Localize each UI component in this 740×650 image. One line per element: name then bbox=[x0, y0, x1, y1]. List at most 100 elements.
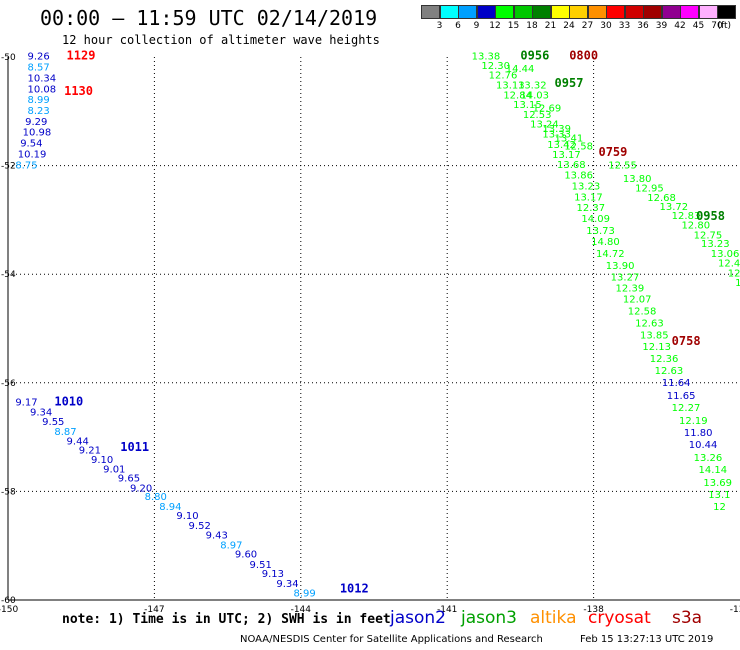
swh-value: 12.80 bbox=[681, 221, 710, 232]
swh-value: 10.08 bbox=[28, 84, 57, 95]
swh-value: 12.69 bbox=[533, 103, 562, 114]
satellite-label: altika bbox=[530, 608, 577, 628]
swh-value: 9.10 bbox=[91, 455, 113, 466]
swh-value: 9.34 bbox=[276, 579, 298, 590]
swh-value: 12.83 bbox=[672, 211, 701, 222]
pass-time-label: 0956 bbox=[520, 49, 549, 63]
swh-value: 9.55 bbox=[42, 417, 64, 428]
swh-value: 12.55 bbox=[608, 160, 637, 171]
swh-value: 12.63 bbox=[655, 366, 684, 377]
legend-label: 33 bbox=[618, 21, 631, 31]
swh-value: 14.14 bbox=[699, 465, 728, 476]
swh-value: 12.53 bbox=[523, 110, 552, 121]
pass-time-label: 0800 bbox=[569, 49, 598, 63]
swh-value: 11.64 bbox=[662, 378, 691, 389]
swh-value: 9.60 bbox=[235, 550, 257, 561]
legend-label: 39 bbox=[655, 21, 668, 31]
satellite-label: cryosat bbox=[588, 608, 651, 628]
legend-label: 45 bbox=[692, 21, 705, 31]
swh-value: 14.72 bbox=[596, 249, 625, 260]
swh-value: 9.52 bbox=[189, 521, 211, 532]
swh-value: 12.07 bbox=[623, 294, 652, 305]
legend-label: 27 bbox=[581, 21, 594, 31]
swh-value: 8.80 bbox=[145, 492, 167, 503]
page-subtitle: 12 hour collection of altimeter wave hei… bbox=[62, 33, 380, 47]
legend-label: 24 bbox=[563, 21, 575, 31]
swh-value: 13.33 bbox=[542, 129, 571, 140]
swh-value: 8.87 bbox=[54, 427, 76, 438]
swh-value: 13.27 bbox=[611, 273, 640, 284]
lon-tick-label: -150 bbox=[0, 605, 18, 615]
swh-value: 12.36 bbox=[650, 354, 679, 365]
legend-unit: (ft) bbox=[717, 21, 732, 31]
swh-value: 13.23 bbox=[572, 181, 601, 192]
legend-label: 42 bbox=[674, 21, 686, 31]
pass-time-label: 0957 bbox=[555, 76, 584, 90]
lat-tick-label: -54 bbox=[1, 270, 16, 280]
swh-value: 13.41 bbox=[555, 134, 584, 145]
swh-value: 10.98 bbox=[23, 128, 52, 139]
satellite-label: jason2 bbox=[390, 608, 446, 628]
pass-time-label: 1129 bbox=[67, 49, 96, 63]
swh-value: 12.75 bbox=[728, 268, 740, 279]
pass-time-label: 0958 bbox=[696, 209, 725, 223]
legend-label: 12 bbox=[489, 21, 501, 31]
footer-note: note: 1) Time is in UTC; 2) SWH is in fe… bbox=[62, 612, 391, 627]
generation-timestamp: Feb 15 13:27:13 UTC 2019 bbox=[580, 634, 714, 645]
swh-value: 9.34 bbox=[30, 407, 52, 418]
swh-value: 13.17 bbox=[574, 192, 603, 203]
swh-value: 13.17 bbox=[552, 150, 581, 161]
pass-time-label: 1011 bbox=[120, 440, 149, 454]
satellite-label: s3a bbox=[672, 608, 703, 628]
swh-value: 14.44 bbox=[506, 64, 535, 75]
lon-tick-label: -141 bbox=[437, 605, 457, 615]
swh-value: 12.76 bbox=[489, 71, 518, 82]
swh-value: 13.69 bbox=[703, 478, 732, 489]
swh-value: 13.42 bbox=[547, 140, 576, 151]
swh-value: 12.30 bbox=[481, 61, 510, 72]
swh-value: 8.99 bbox=[293, 589, 315, 600]
swh-value: 9.13 bbox=[262, 569, 284, 580]
legend-label: 18 bbox=[526, 21, 538, 31]
swh-value: 12.63 bbox=[635, 318, 664, 329]
swh-value: 13.23 bbox=[701, 239, 730, 250]
swh-value: 11.65 bbox=[667, 391, 696, 402]
swh-value: 8.99 bbox=[28, 95, 50, 106]
pass-time-label: 1130 bbox=[64, 84, 93, 98]
swh-value: 12.84 bbox=[503, 90, 532, 101]
legend-label: 9 bbox=[473, 21, 480, 31]
swh-value: 13.15 bbox=[513, 100, 542, 111]
swh-value: 13.13 bbox=[496, 80, 525, 91]
legend-label: 30 bbox=[600, 21, 612, 31]
swh-value: 9.29 bbox=[25, 117, 47, 128]
swh-value: 12.68 bbox=[647, 193, 676, 204]
swh-value: 8.57 bbox=[28, 63, 50, 74]
swh-value: 8.23 bbox=[28, 106, 50, 117]
swh-value: 14.03 bbox=[520, 90, 549, 101]
legend-label: 21 bbox=[544, 21, 557, 31]
legend-label: 70 bbox=[711, 21, 723, 31]
swh-value: 13.80 bbox=[623, 174, 652, 185]
swh-value: 14.09 bbox=[581, 214, 610, 225]
swh-value: 13.24 bbox=[530, 120, 559, 131]
swh-value: 10.19 bbox=[18, 149, 47, 160]
swh-value: 12.19 bbox=[679, 416, 708, 427]
lat-tick-label: -50 bbox=[1, 53, 16, 63]
lat-tick-label: -52 bbox=[1, 162, 16, 172]
lon-tick-label: -147 bbox=[144, 605, 164, 615]
swh-value: 9.43 bbox=[206, 531, 228, 542]
swh-value: 12.58 bbox=[564, 141, 593, 152]
swh-value: 12.75 bbox=[694, 230, 723, 241]
swh-value: 13.86 bbox=[564, 171, 593, 182]
swh-value: 12.37 bbox=[577, 203, 606, 214]
legend-swatch bbox=[717, 5, 736, 19]
lat-tick-label: -58 bbox=[1, 487, 16, 497]
swh-value: 9.10 bbox=[176, 511, 198, 522]
swh-value: 9.21 bbox=[79, 445, 101, 456]
swh-value: 12.95 bbox=[635, 184, 664, 195]
lon-tick-label: -144 bbox=[291, 605, 312, 615]
swh-value: 9.17 bbox=[15, 398, 37, 409]
swh-value: 9.65 bbox=[118, 474, 140, 485]
swh-value: 14.80 bbox=[591, 237, 620, 248]
